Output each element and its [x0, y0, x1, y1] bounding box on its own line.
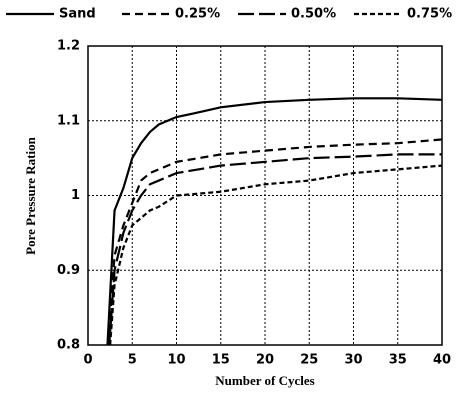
- y-axis-title: Pore Pressure Ration: [23, 136, 38, 254]
- x-tick-label: 5: [128, 353, 137, 368]
- legend-label: Sand: [59, 7, 96, 22]
- series-line: [106, 97, 443, 346]
- series-line: [107, 138, 443, 346]
- y-tick-label: 1: [71, 188, 80, 203]
- legend-label: 0.25%: [175, 7, 220, 22]
- series-line: [109, 164, 443, 346]
- x-tick-label: 10: [167, 353, 185, 368]
- x-tick-label: 40: [433, 353, 451, 368]
- y-tick-label: 0.8: [57, 338, 80, 353]
- plot-frame: [87, 45, 443, 346]
- x-tick-label: 35: [389, 353, 407, 368]
- x-tick-label: 25: [300, 353, 318, 368]
- y-tick-label: 0.9: [57, 263, 80, 278]
- x-tick-label: 20: [256, 353, 274, 368]
- x-tick-label: 30: [344, 353, 362, 368]
- y-tick-label: 1.2: [57, 39, 80, 54]
- x-axis-title: Number of Cycles: [215, 373, 314, 388]
- y-tick-label: 1.1: [57, 113, 80, 128]
- legend-label: 0.75%: [407, 7, 452, 22]
- x-tick-label: 0: [83, 353, 92, 368]
- series-line: [108, 153, 442, 346]
- legend-label: 0.50%: [291, 7, 336, 22]
- x-tick-label: 15: [212, 353, 230, 368]
